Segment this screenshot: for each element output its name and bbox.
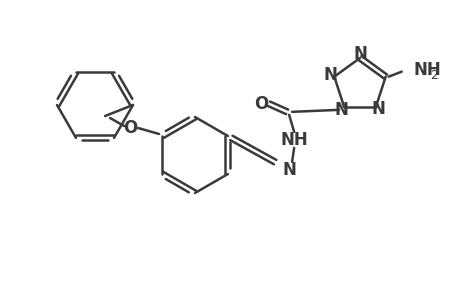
Text: NH: NH [413, 61, 441, 79]
Text: N: N [334, 101, 347, 119]
Text: N: N [281, 161, 296, 179]
Text: O: O [253, 95, 268, 113]
Text: N: N [353, 45, 366, 63]
Text: N: N [323, 66, 336, 84]
Text: 2: 2 [429, 69, 437, 82]
Text: O: O [123, 119, 137, 137]
Text: N: N [371, 100, 385, 118]
Text: NH: NH [280, 131, 308, 149]
